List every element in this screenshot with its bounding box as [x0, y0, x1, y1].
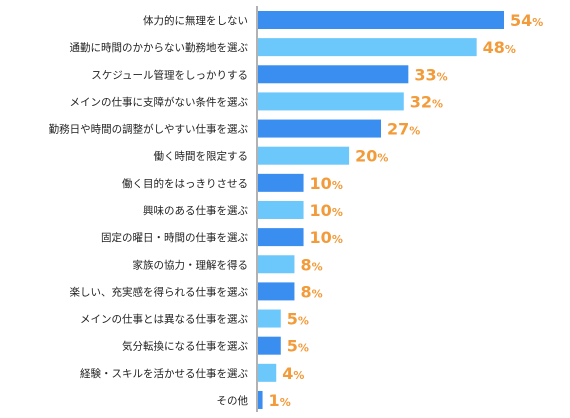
- category-label: 固定の曜日・時間の仕事を選ぶ: [101, 231, 248, 244]
- bar: [258, 11, 504, 29]
- bar: [258, 173, 304, 192]
- value-label: 8%: [300, 282, 322, 301]
- bar: [258, 363, 277, 382]
- category-label: スケジュール管理をしっかりする: [91, 68, 248, 81]
- category-label: 体力的に無理をしない: [143, 14, 248, 27]
- category-labels: 体力的に無理をしない通勤に時間のかからない勤務地を選ぶスケジュール管理をしっかり…: [49, 14, 249, 407]
- value-label: 20%: [355, 147, 388, 166]
- category-label: 通勤に時間のかからない勤務地を選ぶ: [70, 41, 249, 54]
- category-label: 家族の協力・理解を得る: [133, 258, 249, 271]
- category-label: 勤務日や時間の調整がしやすい仕事を選ぶ: [49, 123, 249, 136]
- value-label: 5%: [287, 310, 309, 329]
- value-label: 32%: [410, 92, 443, 111]
- bar: [258, 146, 350, 165]
- value-label: 10%: [310, 174, 343, 193]
- value-label: 10%: [310, 228, 343, 247]
- value-label: 48%: [483, 38, 516, 57]
- bar: [258, 119, 381, 138]
- value-label: 4%: [282, 364, 304, 383]
- bar: [258, 255, 295, 274]
- value-label: 5%: [287, 337, 309, 356]
- category-label: 働く時間を限定する: [154, 150, 249, 163]
- bar: [258, 92, 404, 111]
- category-label: 楽しい、充実感を得られる仕事を選ぶ: [70, 285, 249, 298]
- bar: [258, 336, 281, 355]
- value-label: 10%: [310, 201, 343, 220]
- category-label: 働く目的をはっきりさせる: [122, 177, 248, 190]
- category-label: 経験・スキルを活かせる仕事を選ぶ: [80, 367, 248, 380]
- value-labels: 54% 48% 33% 32% 27% 20% 10% 10% 10% 8% 8% 5% 5% 4% 1%: [269, 11, 544, 410]
- value-label: 1%: [269, 391, 291, 410]
- category-label: メインの仕事に支障がない条件を選ぶ: [70, 95, 249, 108]
- bar: [258, 309, 281, 328]
- value-label: 8%: [300, 255, 322, 274]
- bar: [258, 65, 409, 84]
- value-label: 27%: [387, 120, 420, 139]
- value-label: 33%: [414, 65, 447, 84]
- bar: [258, 228, 304, 247]
- category-label: メインの仕事とは異なる仕事を選ぶ: [80, 313, 248, 326]
- bar: [258, 282, 295, 301]
- bar: [258, 200, 304, 219]
- category-label: その他: [217, 394, 249, 407]
- bars: [258, 11, 504, 409]
- category-label: 興味のある仕事を選ぶ: [143, 204, 248, 217]
- bar: [258, 390, 263, 409]
- bar: [258, 38, 477, 57]
- category-label: 気分転換になる仕事を選ぶ: [122, 340, 248, 353]
- value-label: 54%: [510, 11, 543, 30]
